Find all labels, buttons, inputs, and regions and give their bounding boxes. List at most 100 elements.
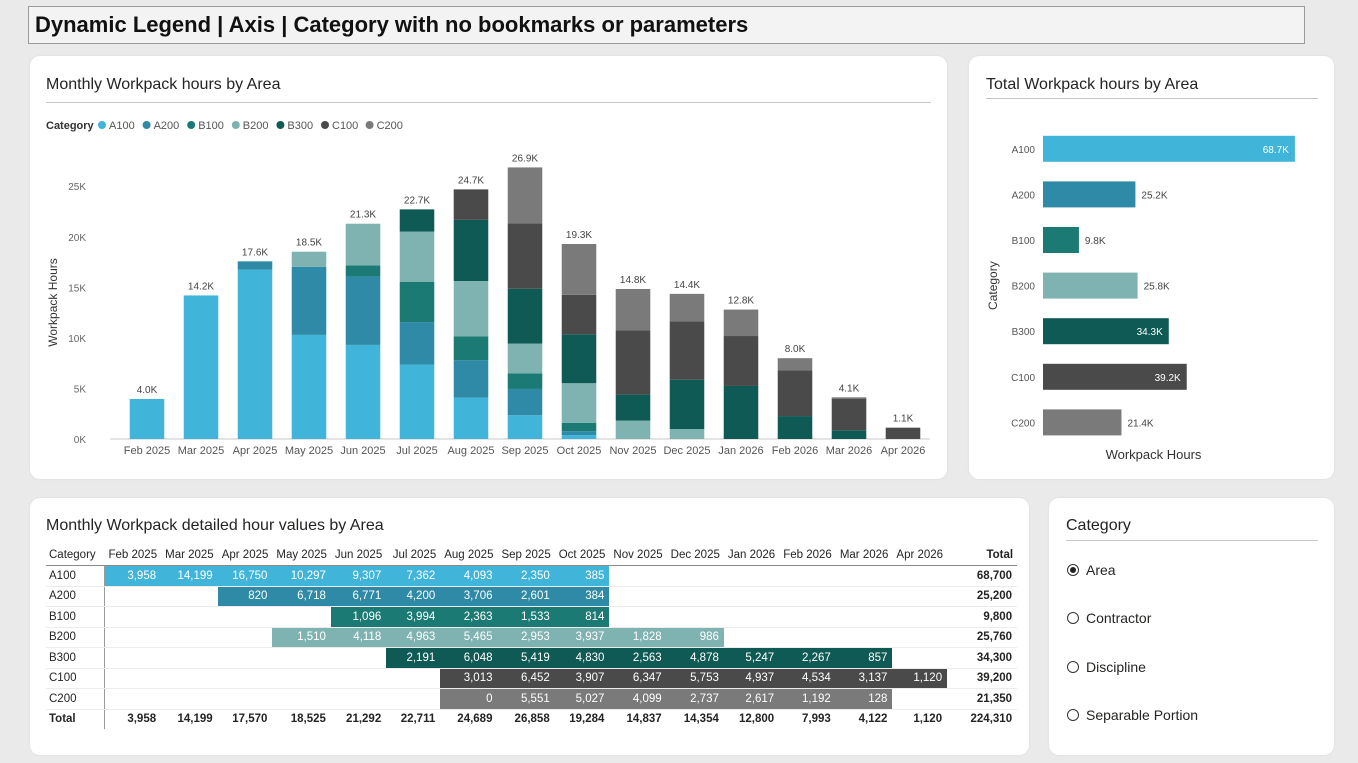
table-cell: 4,963: [386, 627, 441, 648]
bar-c100-mar-2026[interactable]: [831, 398, 867, 431]
column-header-category[interactable]: Category: [49, 549, 96, 561]
bar-b200-jul-2025[interactable]: [399, 231, 435, 282]
bar-c200[interactable]: [1043, 409, 1122, 436]
bar-b100-jun-2025[interactable]: [345, 265, 381, 277]
bar-a100[interactable]: [1043, 135, 1295, 162]
bar-b300-feb-2026[interactable]: [777, 416, 813, 439]
column-header-apr-2025[interactable]: Apr 2025: [221, 549, 269, 561]
radio-button-icon[interactable]: [1067, 661, 1079, 673]
column-header-aug-2025[interactable]: Aug 2025: [444, 549, 494, 561]
bar-a100-may-2025[interactable]: [291, 334, 327, 439]
total-data-label: 22.7K: [404, 195, 430, 206]
bar-a100-feb-2025[interactable]: [129, 398, 165, 439]
table-cell: 16,750: [217, 565, 273, 587]
bar-b200-sep-2025[interactable]: [507, 343, 543, 374]
column-header-dec-2025[interactable]: Dec 2025: [670, 549, 720, 561]
bar-a200-aug-2025[interactable]: [453, 360, 489, 398]
column-header-oct-2025[interactable]: Oct 2025: [558, 549, 606, 561]
bar-b100-aug-2025[interactable]: [453, 336, 489, 361]
bar-b300-nov-2025[interactable]: [615, 394, 651, 421]
bar-b300[interactable]: [1043, 318, 1169, 345]
radio-button-icon[interactable]: [1067, 709, 1079, 721]
bar-c100-nov-2025[interactable]: [615, 330, 651, 395]
bar-b300-jul-2025[interactable]: [399, 209, 435, 232]
bar-a100-mar-2025[interactable]: [183, 295, 219, 439]
bar-a100-aug-2025[interactable]: [453, 397, 489, 439]
bar-c200-nov-2025[interactable]: [615, 288, 651, 331]
column-header-total[interactable]: Total: [986, 549, 1014, 561]
bar-a100-sep-2025[interactable]: [507, 415, 543, 439]
legend-label-c200[interactable]: C200: [377, 120, 403, 132]
column-header-jun-2025[interactable]: Jun 2025: [334, 549, 383, 561]
bar-a200-jun-2025[interactable]: [345, 276, 381, 345]
bar-b300-aug-2025[interactable]: [453, 219, 489, 281]
table-cell: 5,419: [497, 647, 555, 669]
bar-b300-mar-2026[interactable]: [831, 430, 867, 439]
legend-label-a200[interactable]: A200: [154, 120, 180, 132]
legend-label-c100[interactable]: C100: [332, 120, 358, 132]
bar-b200-nov-2025[interactable]: [615, 420, 651, 439]
bar-b300-jan-2026[interactable]: [723, 385, 759, 439]
slicer-option-area[interactable]: Area: [1067, 562, 1116, 578]
slicer-option-contractor[interactable]: Contractor: [1067, 610, 1151, 626]
column-header-apr-2026[interactable]: Apr 2026: [896, 549, 944, 561]
bar-c200-jan-2026[interactable]: [723, 309, 759, 337]
column-header-jul-2025[interactable]: Jul 2025: [392, 549, 437, 561]
radio-button-icon[interactable]: [1067, 564, 1079, 576]
table-cell: [104, 688, 162, 710]
column-header-feb-2026[interactable]: Feb 2026: [783, 549, 832, 561]
bar-c100-sep-2025[interactable]: [507, 223, 543, 289]
bar-a100-jul-2025[interactable]: [399, 364, 435, 439]
bar-c100-dec-2025[interactable]: [669, 321, 705, 380]
bar-b200-dec-2025[interactable]: [669, 429, 705, 439]
bar-b100-sep-2025[interactable]: [507, 373, 543, 389]
bar-a200-may-2025[interactable]: [291, 266, 327, 335]
column-header-nov-2025[interactable]: Nov 2025: [613, 549, 663, 561]
column-header-mar-2026[interactable]: Mar 2026: [839, 549, 889, 561]
bar-b100-jul-2025[interactable]: [399, 281, 435, 323]
bar-c100-aug-2025[interactable]: [453, 189, 489, 220]
bar-a200-apr-2025[interactable]: [237, 261, 273, 270]
bar-c200-oct-2025[interactable]: [561, 244, 597, 295]
bar-c100[interactable]: [1043, 363, 1187, 390]
bar-a200-sep-2025[interactable]: [507, 388, 543, 416]
table-cell: [161, 627, 218, 648]
bar-c100-feb-2026[interactable]: [777, 370, 813, 417]
bar-b100[interactable]: [1043, 227, 1079, 253]
column-header-may-2025[interactable]: May 2025: [276, 549, 327, 561]
bar-c200-mar-2026[interactable]: [831, 397, 867, 399]
bar-a200[interactable]: [1043, 181, 1136, 208]
bar-a100-jun-2025[interactable]: [345, 344, 381, 439]
bar-c200-feb-2026[interactable]: [777, 358, 813, 371]
bar-a200-oct-2025[interactable]: [561, 431, 597, 436]
column-header-sep-2025[interactable]: Sep 2025: [501, 549, 551, 561]
bar-b300-oct-2025[interactable]: [561, 334, 597, 384]
legend-label-b200[interactable]: B200: [243, 120, 269, 132]
bar-b200-jun-2025[interactable]: [345, 223, 381, 266]
bar-b100-oct-2025[interactable]: [561, 422, 597, 432]
legend-label-b100[interactable]: B100: [198, 120, 224, 132]
bar-c100-apr-2026[interactable]: [885, 427, 921, 439]
bar-a200-jul-2025[interactable]: [399, 322, 435, 365]
bar-b200-aug-2025[interactable]: [453, 280, 489, 337]
legend-label-a100[interactable]: A100: [109, 120, 135, 132]
bar-b200[interactable]: [1043, 272, 1138, 299]
bar-c200-sep-2025[interactable]: [507, 167, 543, 224]
bar-c100-jan-2026[interactable]: [723, 336, 759, 386]
legend-label-b300[interactable]: B300: [287, 120, 313, 132]
bar-c200-dec-2025[interactable]: [669, 293, 705, 322]
bar-b300-dec-2025[interactable]: [669, 379, 705, 430]
column-header-jan-2026[interactable]: Jan 2026: [727, 549, 776, 561]
radio-button-icon[interactable]: [1067, 612, 1079, 624]
bar-b300-sep-2025[interactable]: [507, 288, 543, 344]
column-header-mar-2025[interactable]: Mar 2025: [165, 549, 214, 561]
bar-b200-oct-2025[interactable]: [561, 383, 597, 423]
slicer-option-separable-portion[interactable]: Separable Portion: [1067, 707, 1198, 723]
bar-b200-may-2025[interactable]: [291, 251, 327, 267]
bar-a100-oct-2025[interactable]: [561, 435, 597, 439]
table-cell: [330, 647, 387, 669]
slicer-option-discipline[interactable]: Discipline: [1067, 659, 1146, 675]
bar-a100-apr-2025[interactable]: [237, 269, 273, 439]
bar-c100-oct-2025[interactable]: [561, 294, 597, 335]
column-header-feb-2025[interactable]: Feb 2025: [108, 549, 158, 561]
